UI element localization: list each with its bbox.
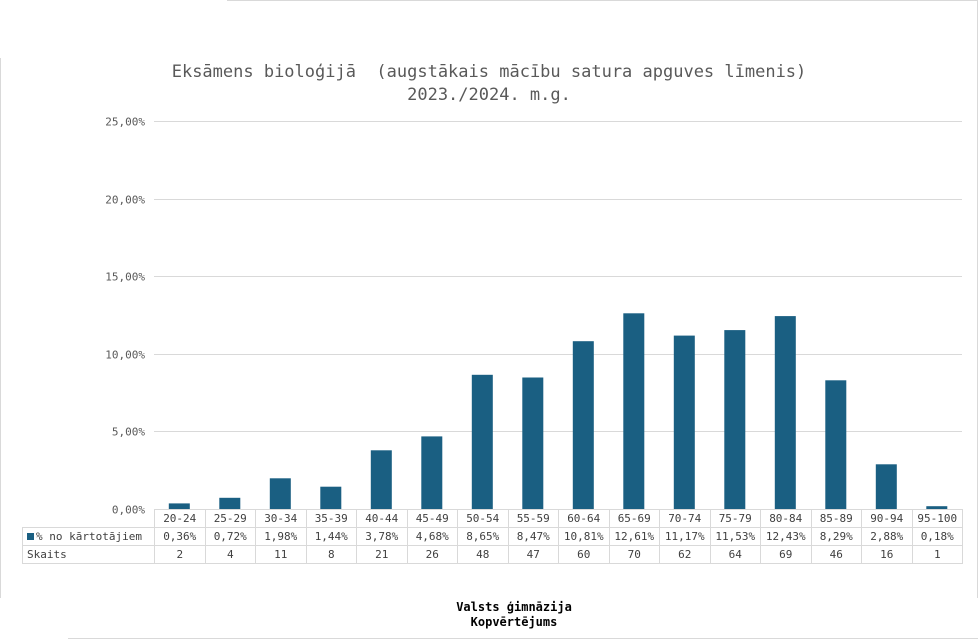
table-cell: 69 <box>760 545 812 564</box>
bar <box>471 374 493 509</box>
bar <box>572 341 594 509</box>
table-cell: 8 <box>305 545 357 564</box>
bars <box>168 313 948 509</box>
x-tick-label: 55-59 <box>507 509 559 528</box>
bar <box>724 330 746 509</box>
chart-title-line-1: Eksāmens bioloģijā (augstākais mācību sa… <box>171 62 807 82</box>
x-tick-label: 40-44 <box>356 509 408 528</box>
data-label: 8,29% <box>810 527 862 546</box>
bar <box>673 335 695 509</box>
table-cell: 2 <box>154 545 206 564</box>
table-cell: 48 <box>457 545 509 564</box>
table-cell: 21 <box>356 545 408 564</box>
y-tick-label: 15,00% <box>105 271 145 284</box>
x-tick-label: 70-74 <box>659 509 711 528</box>
table-row: % no kārtotājiem 0,36% 0,72% 1,98% 1,44% 3,78… <box>22 527 963 546</box>
data-label: 1,44% <box>305 527 357 546</box>
x-tick-label: 90-94 <box>861 509 913 528</box>
table-cell: 4 <box>204 545 256 564</box>
table-cell: 47 <box>507 545 559 564</box>
data-label: 10,81% <box>558 527 610 546</box>
x-tick-label: 30-34 <box>255 509 307 528</box>
table-row: Skaits 2 4 11 8 21 26 48 47 60 70 62 64 69 46 16 1 <box>22 545 963 564</box>
x-tick-label: 85-89 <box>810 509 862 528</box>
frame-top-border <box>227 0 978 1</box>
x-tick-label: 80-84 <box>760 509 812 528</box>
table-cell: 26 <box>406 545 458 564</box>
table-cell: 1 <box>911 545 963 564</box>
data-table: 20-24 25-29 30-34 35-39 40-44 45-49 50-54 55-59… <box>22 509 963 564</box>
y-tick-label: 10,00% <box>105 349 145 362</box>
data-label: 4,68% <box>406 527 458 546</box>
data-label: 11,17% <box>659 527 711 546</box>
y-tick-label: 5,00% <box>112 426 145 439</box>
data-label: 2,88% <box>861 527 913 546</box>
table-cell: 60 <box>558 545 610 564</box>
data-label: 12,43% <box>760 527 812 546</box>
x-tick-label: 75-79 <box>709 509 761 528</box>
series-name: % no kārtotājiem <box>36 530 142 543</box>
x-tick-label: 25-29 <box>204 509 256 528</box>
x-tick-label: 95-100 <box>911 509 963 528</box>
bar <box>370 450 392 509</box>
x-tick-label: 45-49 <box>406 509 458 528</box>
bar <box>623 313 645 509</box>
data-label: 1,98% <box>255 527 307 546</box>
data-label: 0,36% <box>154 527 206 546</box>
data-label: 0,18% <box>911 527 963 546</box>
bar <box>522 377 544 509</box>
x-tick-label: 65-69 <box>608 509 660 528</box>
x-tick-label: 50-54 <box>457 509 509 528</box>
table-cell: 46 <box>810 545 862 564</box>
x-tick-label: 20-24 <box>154 509 206 528</box>
table-row-header: Skaits <box>22 545 155 564</box>
table-row-header: % no kārtotājiem <box>22 527 155 546</box>
data-label: 11,53% <box>709 527 761 546</box>
table-corner-cell <box>22 509 155 528</box>
bar <box>875 464 897 509</box>
bar <box>269 478 291 509</box>
y-axis-ticks: 0,00%5,00%10,00%15,00%20,00%25,00% <box>105 116 145 517</box>
bar <box>774 316 796 509</box>
y-tick-label: 25,00% <box>105 116 145 129</box>
y-tick-label: 20,00% <box>105 194 145 207</box>
footer-summary-label: Kopvērtējums <box>470 615 558 629</box>
x-tick-label: 60-64 <box>558 509 610 528</box>
bar <box>320 486 342 509</box>
table-category-row: 20-24 25-29 30-34 35-39 40-44 45-49 50-54 55-59… <box>22 509 963 528</box>
bar <box>168 503 190 509</box>
table-cell: 70 <box>608 545 660 564</box>
data-label: 8,47% <box>507 527 559 546</box>
data-label: 8,65% <box>457 527 509 546</box>
table-cell: 62 <box>659 545 711 564</box>
chart-title-line-2: 2023./2024. m.g. <box>407 85 571 105</box>
data-label: 3,78% <box>356 527 408 546</box>
data-label: 12,61% <box>608 527 660 546</box>
bar <box>219 497 241 509</box>
frame-left-border <box>0 58 1 598</box>
bar <box>926 506 948 509</box>
data-label: 0,72% <box>204 527 256 546</box>
table-cell: 11 <box>255 545 307 564</box>
table-cell: 16 <box>861 545 913 564</box>
legend-key <box>27 533 34 540</box>
footer-school-name: Valsts ģimnāzija <box>456 600 572 614</box>
table-cell: 64 <box>709 545 761 564</box>
x-tick-label: 35-39 <box>305 509 357 528</box>
bar <box>825 380 847 509</box>
bar <box>421 436 443 509</box>
